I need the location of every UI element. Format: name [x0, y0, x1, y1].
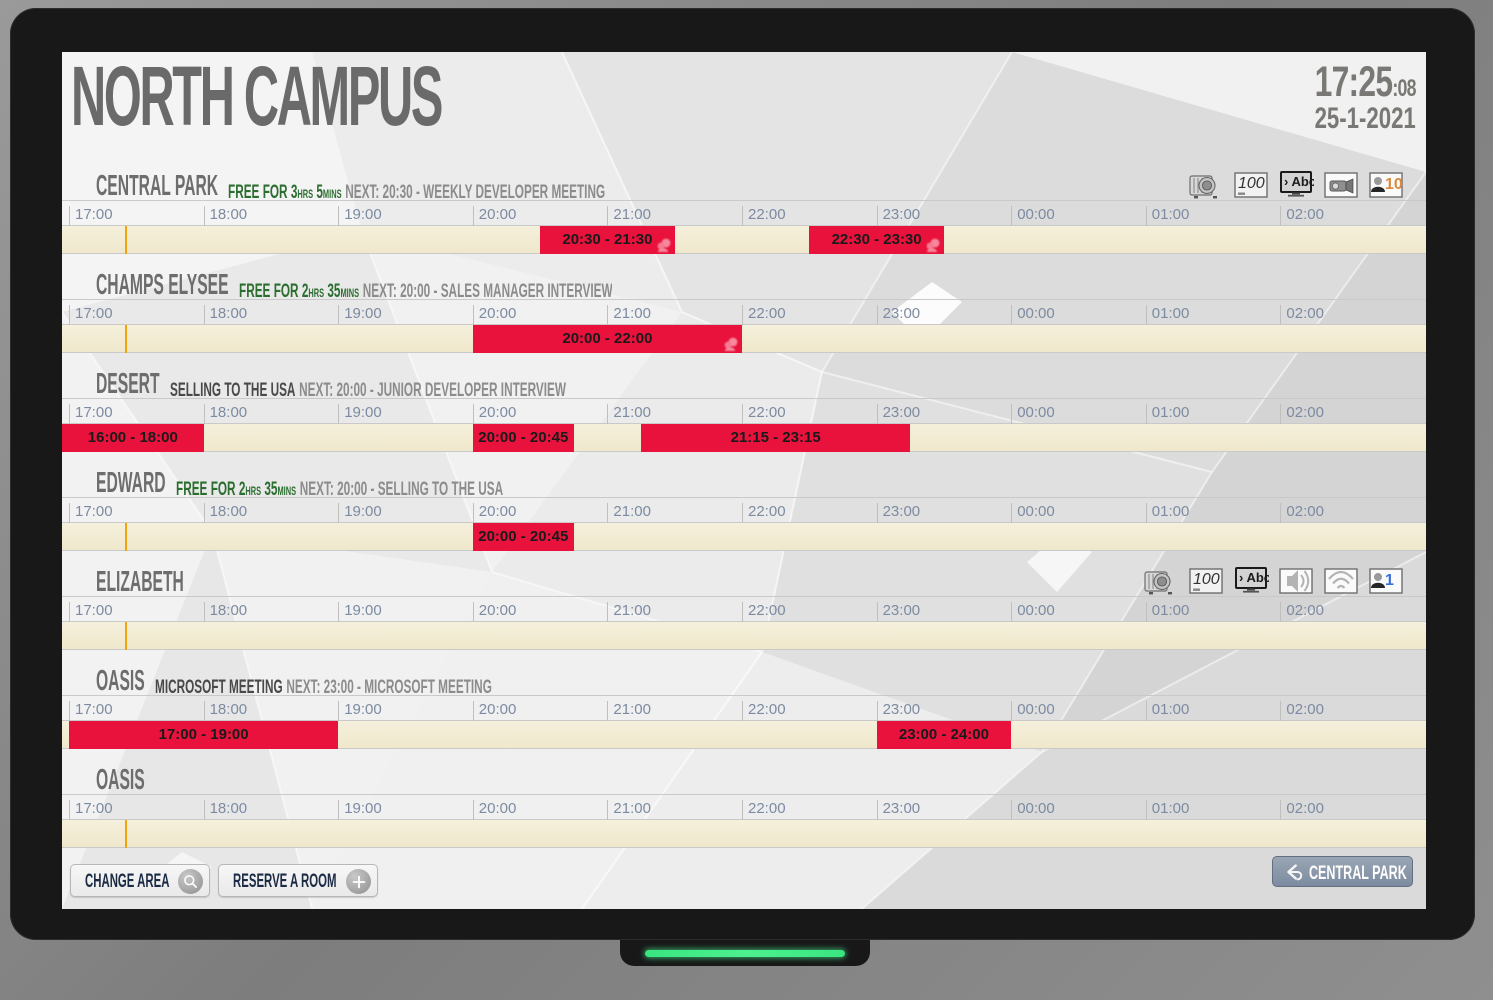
svg-text:100: 100 [1193, 571, 1220, 588]
svg-text:› Abc: › Abc [1239, 570, 1269, 585]
svg-text:100: 100 [1238, 175, 1265, 192]
svg-text:10: 10 [1385, 176, 1403, 193]
svg-text:1: 1 [1385, 572, 1394, 589]
svg-text:› Abc: › Abc [1284, 174, 1314, 189]
